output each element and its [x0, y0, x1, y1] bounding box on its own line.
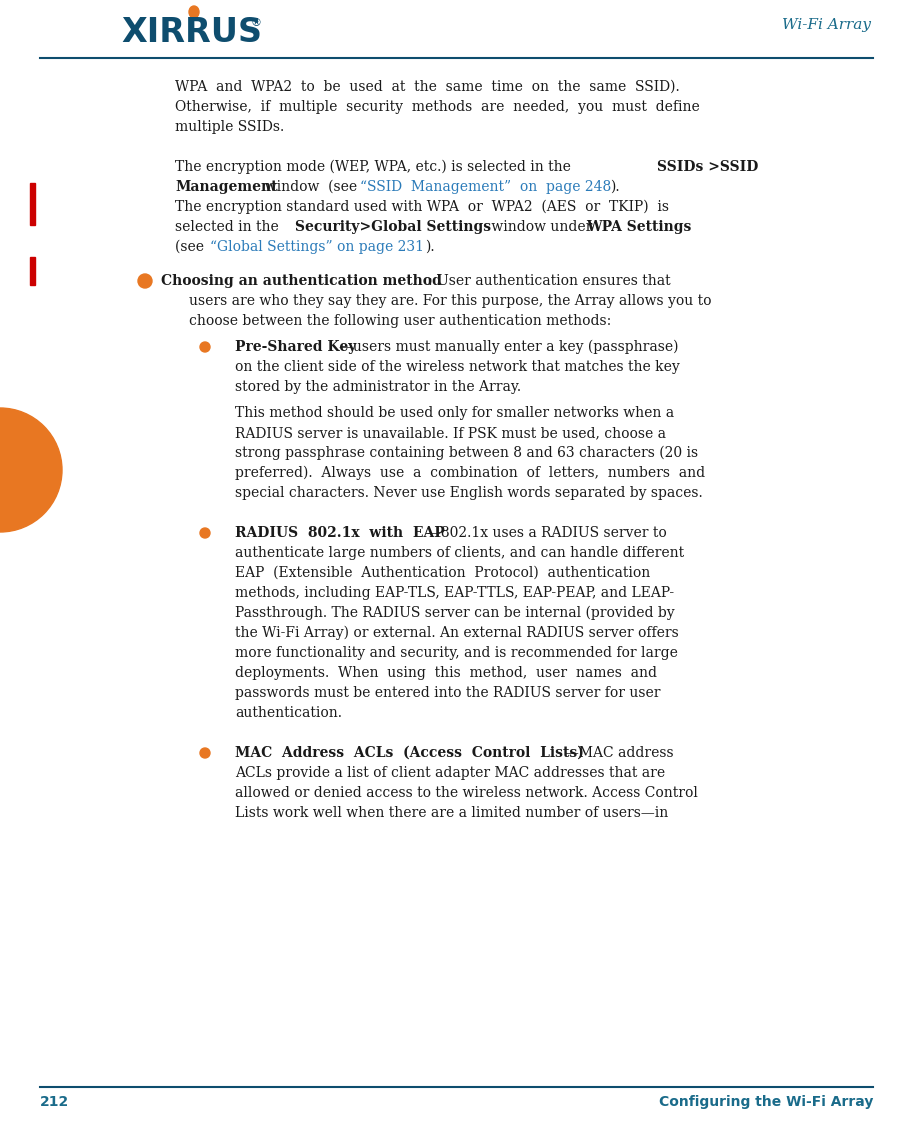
Text: Configuring the Wi-Fi Array: Configuring the Wi-Fi Array — [659, 1095, 873, 1109]
Text: users are who they say they are. For this purpose, the Array allows you to: users are who they say they are. For thi… — [189, 294, 712, 308]
Text: preferred).  Always  use  a  combination  of  letters,  numbers  and: preferred). Always use a combination of … — [235, 466, 705, 481]
Text: —MAC address: —MAC address — [565, 746, 674, 760]
Text: RADIUS server is unavailable. If PSK must be used, choose a: RADIUS server is unavailable. If PSK mus… — [235, 426, 666, 440]
Circle shape — [200, 342, 210, 352]
Text: ).: ). — [610, 180, 620, 194]
Circle shape — [200, 528, 210, 538]
Text: ®: ® — [250, 18, 261, 28]
Text: Wi-Fi Array: Wi-Fi Array — [782, 18, 871, 32]
Text: “Global Settings” on page 231: “Global Settings” on page 231 — [210, 240, 424, 254]
Text: Management: Management — [175, 180, 278, 194]
Ellipse shape — [189, 6, 199, 18]
Text: multiple SSIDs.: multiple SSIDs. — [175, 121, 284, 134]
Text: The encryption standard used with WPA  or  WPA2  (AES  or  TKIP)  is: The encryption standard used with WPA or… — [175, 200, 669, 215]
Text: authenticate large numbers of clients, and can handle different: authenticate large numbers of clients, a… — [235, 546, 684, 561]
Bar — [30, 183, 35, 225]
Text: WPA  and  WPA2  to  be  used  at  the  same  time  on  the  same  SSID).: WPA and WPA2 to be used at the same time… — [175, 80, 679, 94]
Text: (see: (see — [175, 240, 208, 254]
Text: MAC  Address  ACLs  (Access  Control  Lists): MAC Address ACLs (Access Control Lists) — [235, 746, 584, 760]
Text: WPA Settings: WPA Settings — [586, 219, 691, 234]
Text: passwords must be entered into the RADIUS server for user: passwords must be entered into the RADIU… — [235, 686, 660, 700]
Text: Otherwise,  if  multiple  security  methods  are  needed,  you  must  define: Otherwise, if multiple security methods … — [175, 100, 700, 114]
Text: 212: 212 — [40, 1095, 69, 1109]
Text: This method should be used only for smaller networks when a: This method should be used only for smal… — [235, 406, 674, 420]
Text: ACLs provide a list of client adapter MAC addresses that are: ACLs provide a list of client adapter MA… — [235, 766, 665, 780]
Text: —users must manually enter a key (passphrase): —users must manually enter a key (passph… — [339, 340, 678, 355]
Text: window under: window under — [487, 219, 596, 234]
Text: more functionality and security, and is recommended for large: more functionality and security, and is … — [235, 646, 678, 659]
Text: Choosing an authentication method: Choosing an authentication method — [161, 274, 441, 288]
Text: —802.1x uses a RADIUS server to: —802.1x uses a RADIUS server to — [427, 526, 667, 540]
Text: Passthrough. The RADIUS server can be internal (provided by: Passthrough. The RADIUS server can be in… — [235, 606, 675, 621]
Text: allowed or denied access to the wireless network. Access Control: allowed or denied access to the wireless… — [235, 786, 698, 800]
Text: ).: ). — [425, 240, 434, 254]
Text: XIRRUS: XIRRUS — [122, 16, 262, 49]
Text: on the client side of the wireless network that matches the key: on the client side of the wireless netwo… — [235, 360, 679, 374]
Text: The encryption mode (WEP, WPA, etc.) is selected in the: The encryption mode (WEP, WPA, etc.) is … — [175, 160, 575, 174]
Text: deployments.  When  using  this  method,  user  names  and: deployments. When using this method, use… — [235, 666, 657, 680]
Text: stored by the administrator in the Array.: stored by the administrator in the Array… — [235, 380, 521, 395]
Text: Lists work well when there are a limited number of users—in: Lists work well when there are a limited… — [235, 806, 669, 820]
Text: Pre-Shared Key: Pre-Shared Key — [235, 340, 357, 354]
Text: the Wi-Fi Array) or external. An external RADIUS server offers: the Wi-Fi Array) or external. An externa… — [235, 626, 678, 640]
Text: “SSID  Management”  on  page 248: “SSID Management” on page 248 — [360, 180, 611, 194]
Text: SSIDs >SSID: SSIDs >SSID — [657, 160, 759, 174]
Text: authentication.: authentication. — [235, 706, 342, 720]
Text: strong passphrase containing between 8 and 63 characters (20 is: strong passphrase containing between 8 a… — [235, 446, 698, 460]
Text: selected in the: selected in the — [175, 219, 283, 234]
Text: special characters. Never use English words separated by spaces.: special characters. Never use English wo… — [235, 485, 703, 500]
Bar — [30, 257, 35, 285]
Circle shape — [200, 748, 210, 758]
Text: EAP  (Extensible  Authentication  Protocol)  authentication: EAP (Extensible Authentication Protocol)… — [235, 566, 651, 580]
Text: Security>Global Settings: Security>Global Settings — [295, 219, 491, 234]
Text: : User authentication ensures that: : User authentication ensures that — [428, 274, 670, 288]
Circle shape — [138, 274, 152, 288]
Wedge shape — [0, 408, 62, 532]
Text: window  (see: window (see — [256, 180, 366, 194]
Text: choose between the following user authentication methods:: choose between the following user authen… — [189, 314, 611, 327]
Text: methods, including EAP-TLS, EAP-TTLS, EAP-PEAP, and LEAP-: methods, including EAP-TLS, EAP-TTLS, EA… — [235, 586, 674, 600]
Text: RADIUS  802.1x  with  EAP: RADIUS 802.1x with EAP — [235, 526, 445, 540]
